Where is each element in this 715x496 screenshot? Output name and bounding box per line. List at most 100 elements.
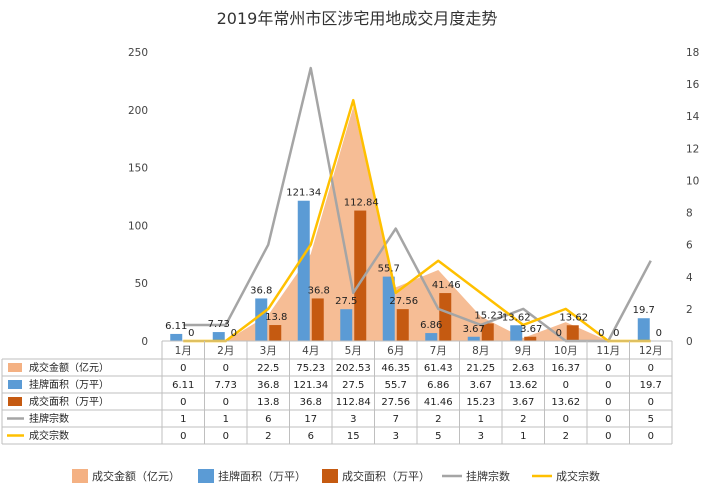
label-listed-area-5: 27.5 [335,296,357,307]
bar-sold-area-8 [481,323,494,341]
table-cell: 46.35 [381,363,410,374]
label-listed-area-10: 0 [556,328,562,339]
table-cell: 1 [223,414,229,425]
bar-listed-area-3 [255,298,268,341]
table-cell: 16.37 [551,363,580,374]
table-key-3 [8,397,22,406]
table-row-header-5: 成交宗数 [29,429,69,442]
label-listed-area-7: 6.86 [420,320,442,331]
label-sold-area-1: 0 [188,328,194,339]
label-sold-area-10: 13.62 [559,312,588,323]
table-cell: 6 [265,414,271,425]
table-cell: 19.7 [640,380,662,391]
table-cell: 0 [648,397,654,408]
bar-sold-area-10 [566,325,579,341]
table-cell: 75.23 [296,363,325,374]
x-tick-label-8: 8月 [472,345,489,357]
y-left-tick: 50 [135,278,148,290]
bar-series-group [170,200,650,341]
bar-sold-area-3 [269,325,282,341]
bar-sold-area-4 [311,298,324,341]
table-row-header-1: 成交金额（亿元） [29,361,109,374]
y-left-tick: 0 [141,336,148,348]
y-right-tick: 16 [686,79,700,91]
bar-listed-area-9 [510,325,523,341]
y-left-tick: 100 [128,220,148,232]
y-right-tick: 10 [686,175,699,187]
table-cell: 22.5 [257,363,279,374]
x-tick-label-7: 7月 [430,345,447,357]
table-cell: 13.8 [257,397,279,408]
table-cell: 3 [393,431,399,442]
table-cell: 15.23 [466,397,495,408]
bar-sold-area-5 [354,210,367,341]
table-cell: 55.7 [385,380,407,391]
table-key-1 [8,363,22,372]
y-right-tick: 14 [686,111,700,123]
table-cell: 6.11 [172,380,194,391]
x-tick-label-2: 2月 [217,345,234,357]
bar-listed-area-4 [297,200,310,341]
table-row-header-4: 挂牌宗数 [29,412,69,425]
label-sold-area-11: 0 [613,328,619,339]
x-tick-label-1: 1月 [175,345,192,357]
label-listed-area-8: 3.67 [463,324,485,335]
bar-listed-area-1 [170,333,183,341]
table-cell: 2.63 [512,363,534,374]
table-cell: 5 [435,431,441,442]
table-cell: 6.86 [427,380,449,391]
y-right-tick: 6 [686,240,693,252]
table-cell: 0 [605,431,611,442]
table-cell: 121.34 [293,380,328,391]
legend-label-5: 成交宗数 [556,469,600,483]
table-cell: 0 [223,363,229,374]
x-tick-label-10: 10月 [554,345,578,357]
table-cell: 3 [350,414,356,425]
table-cell: 0 [648,431,654,442]
x-tick-label-6: 6月 [387,345,404,357]
legend-key-2 [198,469,214,483]
table-cell: 1 [180,414,186,425]
axes-group: 0 50 100 150 200 250 0 2 4 6 8 10 12 14 16 18 [128,47,700,348]
table-cell: 0 [605,363,611,374]
line-sold-count [183,98,651,343]
table-cell: 5 [648,414,654,425]
y-right-tick: 2 [686,304,693,316]
table-cell: 0 [180,431,186,442]
x-tick-label-12: 12月 [639,345,663,357]
table-row-header-2: 挂牌面积（万平） [29,378,109,391]
chart-title: 2019年常州市区涉宅用地成交月度走势 [217,9,498,28]
table-cell: 1 [478,414,484,425]
table-cell: 0 [605,380,611,391]
x-tick-label-9: 9月 [515,345,532,357]
label-listed-area-1: 6.11 [165,321,187,332]
table-cell: 3.67 [470,380,492,391]
bar-listed-area-2 [212,332,225,341]
table-cell: 0 [563,380,569,391]
table-cell: 2 [265,431,271,442]
table-cell: 7.73 [215,380,237,391]
table-cell: 0 [605,397,611,408]
table-cell: 36.8 [300,397,322,408]
label-sold-area-8: 15.23 [474,310,503,321]
y-right-tick: 0 [686,336,693,348]
x-tick-label-4: 4月 [302,345,319,357]
label-sold-area-3: 13.8 [265,312,287,323]
table-cell: 15 [347,431,360,442]
table-cell: 61.43 [424,363,453,374]
label-listed-area-3: 36.8 [250,285,272,296]
x-tick-label-11: 11月 [596,345,620,357]
x-tick-label-5: 5月 [345,345,362,357]
table-cell: 0 [563,414,569,425]
legend-key-1 [72,469,88,483]
bar-sold-area-7 [439,293,452,341]
legend: 成交金额（亿元） 挂牌面积（万平） 成交面积（万平） 挂牌宗数 成交宗数 [72,469,600,483]
bar-sold-area-6 [396,309,409,341]
table-cell: 13.62 [551,397,580,408]
label-sold-area-9: 3.67 [520,324,542,335]
table-cell: 0 [180,363,186,374]
y-left-tick: 150 [128,163,148,175]
